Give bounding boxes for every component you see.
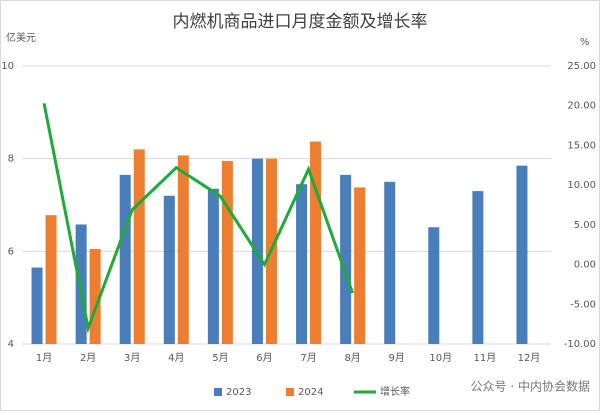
- bar: [31, 267, 43, 344]
- bar: [119, 174, 131, 344]
- x-tick-label: 2月: [80, 352, 96, 364]
- bar: [221, 160, 233, 344]
- watermark: 公众号 · 中内协会数据: [471, 379, 590, 394]
- x-tick-label: 5月: [212, 352, 228, 364]
- bar: [384, 181, 396, 344]
- bar: [75, 224, 87, 344]
- x-tick-label: 12月: [518, 352, 541, 364]
- bar: [177, 155, 189, 344]
- x-tick-label: 1月: [36, 352, 52, 364]
- y-tick-label: 4: [8, 339, 14, 350]
- y2-tick-label: 5.00: [574, 220, 596, 231]
- bar: [310, 141, 322, 344]
- y2-tick-label: 10.00: [567, 180, 596, 191]
- legend-swatch: [286, 388, 294, 396]
- line: [42, 103, 355, 334]
- bar: [428, 227, 440, 344]
- y2-tick-label: -10.00: [564, 339, 596, 350]
- x-tick-label: 10月: [429, 352, 452, 364]
- bar: [340, 174, 352, 344]
- legend-label: 2023: [226, 387, 251, 398]
- legend-label: 2024: [298, 387, 323, 398]
- y2-tick-label: 25.00: [567, 61, 596, 72]
- legend-label: 增长率: [380, 385, 410, 398]
- y2-tick-label: 0.00: [574, 260, 596, 271]
- y-axis-label: 亿美元: [6, 31, 36, 44]
- x-tick-label: 9月: [389, 352, 405, 364]
- x-tick-label: 6月: [256, 352, 272, 364]
- y2-axis-label: %: [580, 37, 590, 48]
- x-tick-label: 7月: [300, 352, 316, 364]
- y-tick-label: 10: [1, 61, 14, 72]
- bar: [354, 187, 366, 344]
- bar: [45, 215, 57, 344]
- x-tick-label: 3月: [124, 352, 140, 364]
- x-tick-label: 11月: [474, 352, 497, 364]
- y2-tick-label: 20.00: [567, 101, 596, 112]
- bar: [89, 249, 101, 344]
- legend-swatch: [214, 388, 222, 396]
- x-tick-label: 4月: [168, 352, 184, 364]
- bar: [207, 188, 219, 344]
- y2-tick-label: -5.00: [570, 299, 596, 310]
- bar: [296, 184, 308, 344]
- bar: [472, 191, 484, 344]
- y-tick-label: 6: [8, 246, 14, 257]
- y2-tick-label: 15.00: [567, 140, 596, 151]
- bar: [163, 195, 175, 344]
- bar: [516, 165, 528, 344]
- y-tick-label: 8: [8, 154, 14, 165]
- bar: [133, 149, 145, 344]
- x-tick-label: 8月: [344, 352, 360, 364]
- chart-title: 内燃机商品进口月度金额及增长率: [173, 12, 428, 32]
